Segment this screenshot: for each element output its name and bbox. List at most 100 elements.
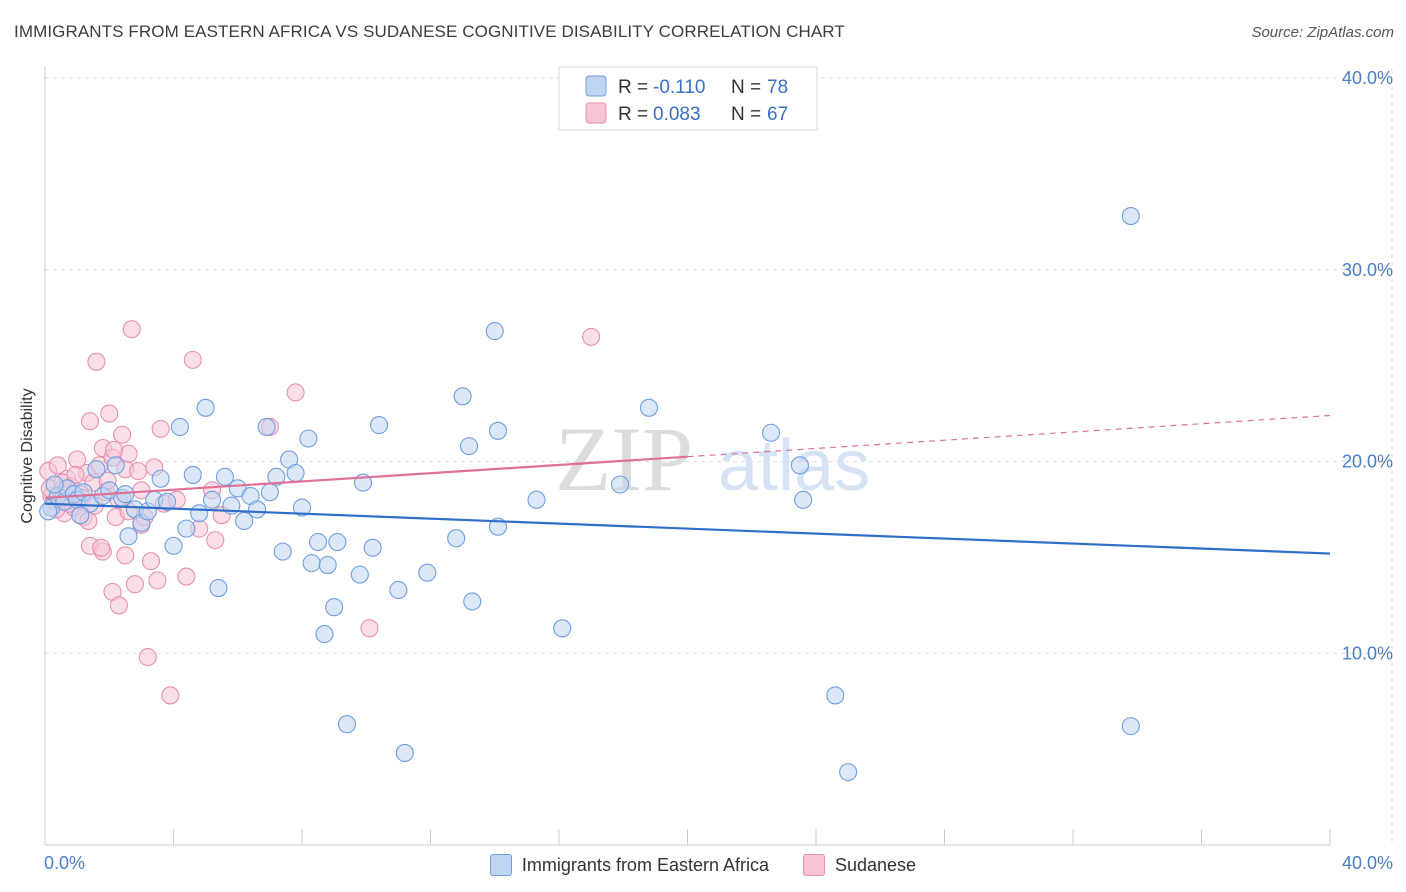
legend-n-value-pink: 67: [767, 104, 788, 125]
eastern-africa-point-71: [839, 763, 858, 782]
sudanese-trendline-dashed: [687, 414, 1331, 458]
eastern-africa-point-40: [292, 498, 312, 517]
gridlines: [45, 70, 1393, 845]
sudanese-point-60: [66, 465, 85, 484]
sudanese-point-47: [183, 350, 202, 369]
source-credit: Source: ZipAtlas.com: [1251, 24, 1394, 41]
axes: [44, 66, 1331, 846]
sudanese-point-3: [48, 456, 67, 475]
eastern-africa-point-25: [196, 398, 215, 417]
sudanese-points: [39, 320, 601, 705]
sudanese-point-26: [109, 596, 128, 615]
eastern-africa-point-63: [527, 490, 546, 509]
eastern-africa-point-58: [459, 437, 479, 456]
sudanese-point-27: [113, 425, 132, 444]
eastern-africa-point-62: [488, 421, 508, 440]
y-tick-label-1: 20.0%: [1342, 452, 1393, 472]
eastern-africa-point-49: [350, 565, 369, 584]
eastern-africa-point-42: [302, 554, 321, 573]
eastern-africa-point-34: [257, 417, 276, 437]
eastern-africa-point-39: [286, 463, 305, 483]
eastern-africa-point-45: [318, 555, 337, 575]
eastern-africa-point-13: [119, 527, 138, 546]
sudanese-point-50: [206, 531, 225, 550]
sudanese-point-28: [116, 546, 135, 565]
eastern-africa-point-26: [203, 490, 222, 509]
legend-r-label-pink: R =: [618, 104, 648, 125]
sudanese-point-55: [582, 327, 601, 346]
legend-r-label-blue: R =: [618, 77, 648, 98]
sudanese-point-64: [92, 538, 111, 557]
eastern-africa-point-52: [370, 416, 389, 435]
legend-n-value-blue: 78: [767, 77, 788, 98]
sudanese-point-32: [122, 320, 141, 339]
sudanese-point-46: [177, 567, 196, 586]
sudanese-trendline-solid: [44, 455, 688, 500]
eastern-africa-point-53: [389, 580, 408, 600]
eastern-africa-point-51: [363, 538, 382, 557]
trendlines: [44, 414, 1331, 555]
series-legend-label-blue: Immigrants from Eastern Africa: [521, 854, 769, 875]
eastern-africa-point-55: [418, 563, 437, 582]
legend-n-label-blue: N =: [731, 77, 761, 98]
sudanese-point-21: [100, 404, 119, 423]
x-tick-label-0: 0.0%: [44, 853, 85, 873]
correlation-legend: R = -0.110 N = 78 R = 0.083 N = 67: [558, 66, 818, 131]
eastern-africa-point-67: [761, 423, 781, 442]
series-swatch-blue: [489, 854, 512, 876]
sudanese-point-41: [148, 571, 167, 590]
y-tick-label-0: 10.0%: [1342, 643, 1393, 663]
eastern-africa-trendline: [44, 502, 1331, 555]
eastern-africa-point-76: [71, 506, 90, 525]
series-legend-item-blue: Immigrants from Eastern Africa: [489, 854, 769, 876]
eastern-africa-point-75: [45, 475, 64, 494]
eastern-africa-point-57: [453, 387, 472, 406]
legend-swatch-pink: [585, 102, 607, 124]
y-tick-label-3: 40.0%: [1342, 68, 1393, 88]
legend-swatch-blue: [585, 75, 607, 97]
eastern-africa-point-65: [610, 475, 630, 494]
series-swatch-pink: [803, 854, 825, 876]
series-legend: Immigrants from Eastern Africa Sudanese: [0, 852, 1406, 878]
eastern-africa-point-21: [170, 417, 189, 437]
eastern-africa-point-69: [794, 490, 813, 509]
eastern-africa-point-8: [87, 460, 106, 479]
eastern-africa-point-24: [190, 504, 209, 523]
sudanese-point-44: [161, 686, 180, 705]
eastern-africa-point-73: [1121, 717, 1140, 736]
eastern-africa-point-60: [485, 322, 504, 341]
sudanese-point-34: [129, 462, 148, 481]
sudanese-point-38: [138, 648, 157, 667]
eastern-africa-point-72: [1121, 207, 1140, 226]
eastern-africa-point-37: [273, 542, 292, 561]
x-tick-label-1: 40.0%: [1342, 853, 1393, 873]
eastern-africa-point-22: [177, 519, 196, 538]
sudanese-point-53: [286, 383, 305, 402]
sudanese-point-33: [125, 575, 144, 594]
eastern-africa-point-19: [158, 492, 177, 511]
sudanese-point-42: [151, 419, 170, 438]
legend-r-value-pink: 0.083: [653, 104, 701, 125]
sudanese-point-54: [360, 619, 379, 638]
watermark: ZIP atlas: [555, 408, 870, 510]
eastern-africa-point-59: [463, 592, 482, 611]
eastern-africa-point-44: [315, 625, 334, 644]
eastern-africa-point-64: [553, 619, 572, 638]
sudanese-point-66: [105, 440, 124, 460]
eastern-africa-point-66: [639, 398, 659, 417]
legend-r-value-blue: -0.110: [653, 77, 705, 98]
eastern-africa-point-23: [183, 465, 202, 484]
eastern-africa-point-56: [447, 529, 466, 548]
tick-labels: 10.0% 20.0% 30.0% 40.0% 0.0% 40.0%: [44, 68, 1393, 873]
sudanese-point-16: [87, 352, 106, 371]
eastern-africa-point-36: [267, 467, 286, 486]
eastern-africa-point-70: [826, 686, 845, 705]
eastern-africa-point-74: [39, 502, 58, 521]
eastern-africa-point-46: [325, 598, 344, 617]
watermark-zip: ZIP: [555, 408, 693, 510]
eastern-africa-point-35: [260, 483, 279, 502]
chart-title: IMMIGRANTS FROM EASTERN AFRICA VS SUDANE…: [14, 22, 845, 41]
eastern-africa-point-43: [309, 532, 328, 552]
y-tick-label-2: 30.0%: [1342, 260, 1393, 280]
sudanese-point-39: [141, 552, 161, 571]
